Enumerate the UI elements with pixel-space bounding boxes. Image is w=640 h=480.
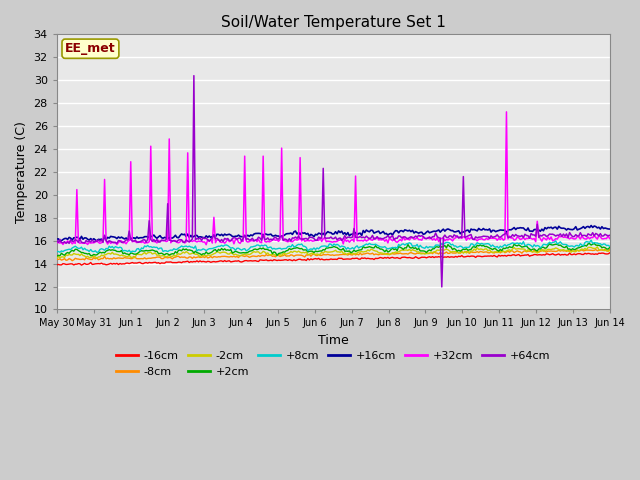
- Text: EE_met: EE_met: [65, 42, 116, 55]
- Title: Soil/Water Temperature Set 1: Soil/Water Temperature Set 1: [221, 15, 445, 30]
- Y-axis label: Temperature (C): Temperature (C): [15, 121, 28, 223]
- Legend: -16cm, -8cm, -2cm, +2cm, +8cm, +16cm, +32cm, +64cm: -16cm, -8cm, -2cm, +2cm, +8cm, +16cm, +3…: [111, 347, 555, 381]
- X-axis label: Time: Time: [318, 334, 349, 347]
